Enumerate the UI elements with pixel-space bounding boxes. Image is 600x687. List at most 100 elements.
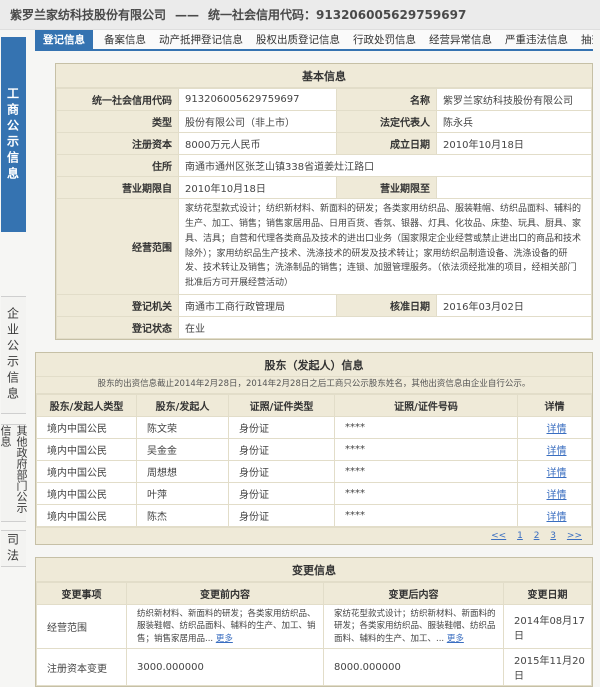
table-row: 登记状态 在业 bbox=[56, 316, 592, 340]
pagination-first[interactable]: << bbox=[491, 531, 507, 542]
col-detail: 详情 bbox=[517, 394, 592, 418]
cert-type: 身份证 bbox=[228, 482, 335, 506]
change-date: 2015年11月20日 bbox=[503, 648, 592, 686]
basic-info-title: 基本信息 bbox=[56, 64, 592, 88]
tab-abnormal-operation-info[interactable]: 经营异常信息 bbox=[429, 34, 492, 46]
scope-value: 家纺花型款式设计；纺织新材料、新面料的研发；各类家用纺织品、服装鞋帽、纺织品面料… bbox=[178, 197, 592, 296]
est-date-label: 成立日期 bbox=[336, 132, 437, 155]
pagination-page-1[interactable]: 1 bbox=[517, 531, 523, 542]
sidebar-item-other-gov-public-info[interactable]: 其他政府部门公示信息 bbox=[0, 424, 28, 523]
pagination-page-2[interactable]: 2 bbox=[533, 531, 540, 542]
sidebar-item-enterprise-public-info[interactable]: 企业公示信息 bbox=[0, 296, 26, 415]
cert-type: 身份证 bbox=[228, 460, 335, 484]
tab-bar: 登记信息 备案信息 动产抵押登记信息 股权出质登记信息 行政处罚信息 经营异常信… bbox=[35, 30, 593, 51]
shareholder-name: 周想想 bbox=[136, 460, 229, 484]
tab-serious-violation-info[interactable]: 严重违法信息 bbox=[505, 34, 568, 46]
detail-link[interactable]: 详情 bbox=[546, 512, 567, 524]
reg-capital-value: 8000万元人民币 bbox=[178, 132, 337, 155]
more-link[interactable]: 更多 bbox=[215, 633, 233, 644]
est-date-value: 2010年10月18日 bbox=[436, 132, 592, 155]
detail-link[interactable]: 详情 bbox=[546, 468, 567, 480]
changes-table: 变更事项 变更前内容 变更后内容 变更日期 经营范围 纺织新材料、新面料的研发；… bbox=[36, 582, 592, 686]
col-change-item: 变更事项 bbox=[36, 582, 127, 606]
header-dash: —— bbox=[175, 7, 200, 22]
tab-admin-penalty-info[interactable]: 行政处罚信息 bbox=[353, 34, 416, 46]
credit-code-value: 913206005629759697 bbox=[178, 88, 337, 111]
address-label: 住所 bbox=[56, 154, 179, 177]
pagination-last[interactable]: >> bbox=[566, 531, 582, 542]
detail-link[interactable]: 详情 bbox=[546, 446, 567, 458]
shareholder-type: 境内中国公民 bbox=[36, 438, 137, 462]
scope-label: 经营范围 bbox=[56, 197, 179, 296]
table-row: 境内中国公民 叶萍 身份证 **** 详情 bbox=[36, 482, 592, 506]
more-link[interactable]: 更多 bbox=[446, 633, 464, 644]
col-shareholder-type: 股东/发起人类型 bbox=[36, 394, 137, 418]
table-row: 类型 股份有限公司（非上市） 法定代表人 陈永兵 bbox=[56, 110, 592, 133]
shareholder-type: 境内中国公民 bbox=[36, 460, 137, 484]
address-value: 南通市通州区张芝山镇338省道姜灶江路口 bbox=[178, 154, 592, 177]
tab-registration-info[interactable]: 登记信息 bbox=[35, 30, 93, 49]
shareholder-type: 境内中国公民 bbox=[36, 416, 137, 440]
credit-code-text: 统一社会信用代码：913206005629759697 bbox=[208, 8, 467, 22]
company-name: 紫罗兰家纺科技股份有限公司 bbox=[10, 8, 167, 22]
term-to-value bbox=[436, 176, 592, 199]
table-row: 登记机关 南通市工商行政管理局 核准日期 2016年03月02日 bbox=[56, 294, 592, 318]
shareholders-subtitle: 股东的出资信息截止2014年2月28日，2014年2月28日之后工商只公示股东姓… bbox=[36, 377, 592, 395]
change-date: 2014年08月17日 bbox=[503, 604, 592, 649]
table-row: 境内中国公民 吴金金 身份证 **** 详情 bbox=[36, 438, 592, 462]
reg-authority-value: 南通市工商行政管理局 bbox=[178, 294, 337, 318]
left-sidebar: 工商公示信息 企业公示信息 其他政府部门公示信息 司法 bbox=[0, 30, 28, 567]
col-after-content: 变更后内容 bbox=[323, 582, 504, 606]
reg-authority-label: 登记机关 bbox=[56, 294, 179, 318]
term-from-value: 2010年10月18日 bbox=[178, 176, 337, 199]
basic-info-section: 基本信息 统一社会信用代码 913206005629759697 名称 紫罗兰家… bbox=[55, 63, 593, 341]
cert-no: **** bbox=[334, 504, 518, 528]
change-before: 纺织新材料、新面料的研发；各类家用纺织品、服装鞋帽、纺织品面料、辅料的生产、加工… bbox=[126, 604, 324, 649]
table-row: 注册资本变更 3000.000000 8000.000000 2015年11月2… bbox=[36, 648, 592, 686]
detail-cell: 详情 bbox=[517, 504, 592, 528]
change-after: 8000.000000 bbox=[323, 648, 504, 686]
approval-date-label: 核准日期 bbox=[336, 294, 437, 318]
tab-spot-check-info[interactable]: 抽查检查信息 bbox=[581, 34, 593, 46]
cert-no: **** bbox=[334, 438, 518, 462]
cert-no: **** bbox=[334, 416, 518, 440]
detail-link[interactable]: 详情 bbox=[546, 424, 567, 436]
changes-section: 变更信息 变更事项 变更前内容 变更后内容 变更日期 经营范围 纺织新材料、新面… bbox=[35, 557, 593, 687]
change-item: 经营范围 bbox=[36, 604, 127, 649]
table-row: 经营范围 纺织新材料、新面料的研发；各类家用纺织品、服装鞋帽、纺织品面料、辅料的… bbox=[36, 604, 592, 649]
shareholder-type: 境内中国公民 bbox=[36, 482, 137, 506]
pagination-page-3[interactable]: 3 bbox=[550, 531, 557, 542]
changes-title: 变更信息 bbox=[36, 558, 592, 583]
col-change-date: 变更日期 bbox=[503, 582, 592, 606]
table-row: 统一社会信用代码 913206005629759697 名称 紫罗兰家纺科技股份… bbox=[56, 88, 592, 111]
change-after-text: 家纺花型款式设计；纺织新材料、新面料的研发；各类家用纺织品、服装鞋帽、纺织品面料… bbox=[334, 609, 496, 644]
pagination: << 1 2 3 >> bbox=[36, 527, 592, 545]
term-from-label: 营业期限自 bbox=[56, 176, 179, 199]
table-header-row: 变更事项 变更前内容 变更后内容 变更日期 bbox=[36, 582, 592, 606]
status-label: 登记状态 bbox=[56, 316, 179, 340]
change-after: 家纺花型款式设计；纺织新材料、新面料的研发；各类家用纺织品、服装鞋帽、纺织品面料… bbox=[323, 604, 504, 649]
cert-no: **** bbox=[334, 482, 518, 506]
tab-equity-pledge-info[interactable]: 股权出质登记信息 bbox=[256, 34, 340, 46]
cert-type: 身份证 bbox=[228, 504, 335, 528]
table-row: 经营范围 家纺花型款式设计；纺织新材料、新面料的研发；各类家用纺织品、服装鞋帽、… bbox=[56, 197, 592, 296]
name-value: 紫罗兰家纺科技股份有限公司 bbox=[436, 88, 592, 111]
table-row: 境内中国公民 陈杰 身份证 **** 详情 bbox=[36, 504, 592, 528]
table-row: 注册资本 8000万元人民币 成立日期 2010年10月18日 bbox=[56, 132, 592, 155]
col-before-content: 变更前内容 bbox=[126, 582, 324, 606]
tab-chattel-mortgage-info[interactable]: 动产抵押登记信息 bbox=[159, 34, 243, 46]
detail-link[interactable]: 详情 bbox=[546, 490, 567, 502]
type-label: 类型 bbox=[56, 110, 179, 133]
status-value: 在业 bbox=[178, 316, 592, 340]
shareholder-name: 吴金金 bbox=[136, 438, 229, 462]
shareholders-table: 股东/发起人类型 股东/发起人 证照/证件类型 证照/证件号码 详情 境内中国公… bbox=[36, 394, 592, 528]
cert-type: 身份证 bbox=[228, 416, 335, 440]
sidebar-item-judicial-info[interactable]: 司法 bbox=[0, 530, 26, 567]
type-value: 股份有限公司（非上市） bbox=[178, 110, 337, 133]
tab-filing-info[interactable]: 备案信息 bbox=[104, 34, 146, 46]
sidebar-item-gongshang-public-info[interactable]: 工商公示信息 bbox=[0, 37, 26, 233]
name-label: 名称 bbox=[336, 88, 437, 111]
main-content: 登记信息 备案信息 动产抵押登记信息 股权出质登记信息 行政处罚信息 经营异常信… bbox=[26, 30, 600, 687]
page-header: 紫罗兰家纺科技股份有限公司 —— 统一社会信用代码：91320600562975… bbox=[0, 0, 600, 30]
table-row: 住所 南通市通州区张芝山镇338省道姜灶江路口 bbox=[56, 154, 592, 177]
